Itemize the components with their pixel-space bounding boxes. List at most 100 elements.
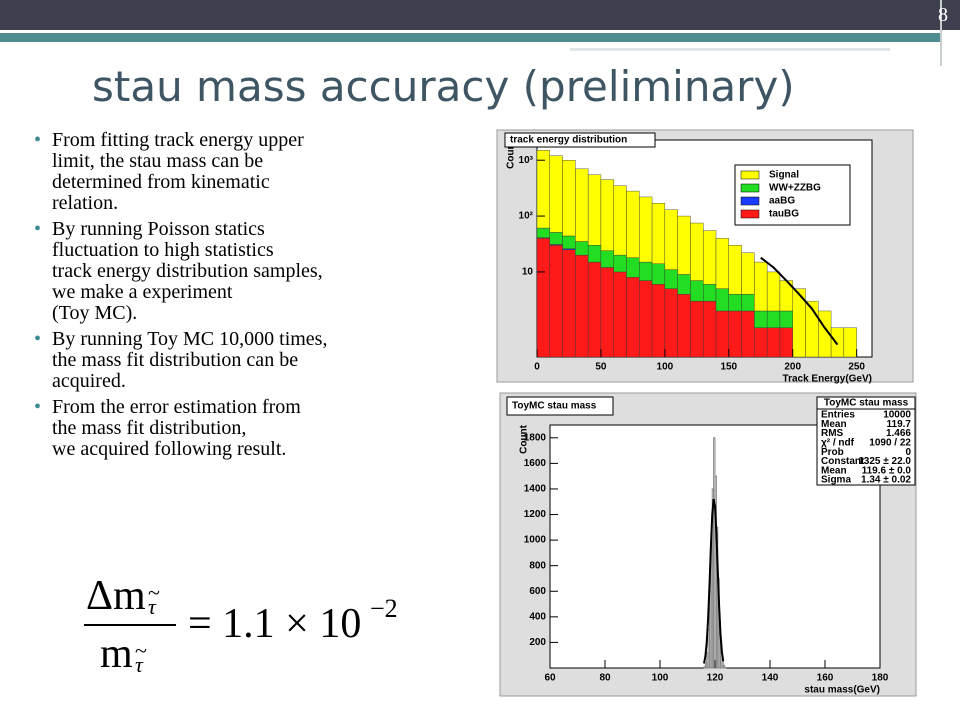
- bullet-line: we make a experiment: [52, 281, 233, 303]
- histogram-bar: [613, 254, 627, 273]
- histogram-bar: [664, 288, 678, 358]
- bullet-line: From fitting track energy upper: [52, 129, 304, 151]
- fit-curve: [760, 256, 839, 346]
- histogram-bar: [549, 245, 563, 358]
- stats-value: 1.34 ± 0.02: [861, 475, 911, 486]
- histogram-bar: [703, 300, 717, 358]
- stats-key: RMS: [821, 428, 844, 439]
- x-tick-label: 0: [534, 362, 540, 373]
- formula-subscript: τ: [148, 594, 156, 619]
- histogram-bar: [600, 179, 614, 251]
- histogram-bar: [562, 235, 576, 249]
- histogram-bar: [536, 238, 550, 358]
- histogram-bar: [639, 261, 653, 281]
- histogram-bar: [715, 238, 729, 289]
- histogram-bar: [843, 327, 857, 358]
- fit-curve: [703, 498, 725, 664]
- formula-numerator: Δm: [86, 573, 146, 619]
- formula-tilde: ~: [135, 638, 147, 663]
- histogram-bar: [715, 288, 729, 312]
- bullet-line: track energy distribution samples,: [52, 260, 323, 282]
- histogram-bar: [600, 250, 614, 268]
- stats-key: Entries: [821, 410, 855, 421]
- histogram-bar: [677, 293, 691, 358]
- x-tick-label: 160: [817, 673, 834, 684]
- histogram-bar: [639, 280, 653, 358]
- header-line: [570, 48, 890, 51]
- bullet-line: acquired.: [52, 370, 126, 392]
- stats-value: 119.6 ± 0.0: [862, 465, 912, 476]
- histogram-bar: [587, 174, 602, 246]
- fraction-bar: [84, 624, 176, 626]
- chart-title-box: [504, 132, 656, 148]
- histogram-bar: [722, 664, 726, 669]
- stats-value: 0: [905, 447, 911, 458]
- bullet-line: the mass fit distribution can be: [52, 349, 299, 371]
- histogram-bar: [549, 232, 563, 245]
- y-tick-label: 10²: [519, 211, 534, 222]
- x-tick-label: 120: [707, 673, 724, 684]
- x-tick-label: 60: [544, 673, 556, 684]
- stats-key: Mean: [821, 419, 847, 430]
- histogram-bar: [766, 310, 781, 328]
- histogram-bar: [536, 227, 550, 238]
- bullet-line: fluctuation to high statistics: [52, 239, 274, 261]
- stats-key: Mean: [821, 465, 847, 476]
- legend-swatch: [740, 209, 760, 219]
- histogram-bar: [754, 261, 768, 312]
- histogram-bar: [754, 310, 768, 328]
- y-axis-label: Count: [519, 424, 530, 454]
- histogram-bar: [626, 277, 640, 358]
- x-axis-label: Track Energy(GeV): [783, 374, 872, 385]
- x-tick-label: 50: [595, 362, 607, 373]
- legend-swatch: [740, 183, 760, 193]
- slide-title: stau mass accuracy (preliminary): [92, 62, 795, 111]
- histogram-bar: [766, 327, 781, 358]
- x-tick-label: 80: [599, 673, 611, 684]
- formula-rhs: = 1.1 × 10: [188, 601, 362, 647]
- bullet-line: From the error estimation from: [52, 396, 301, 418]
- chart-title: ToyMC stau mass: [512, 401, 597, 412]
- chart-title-box: [506, 396, 614, 416]
- bullet-line: (Toy MC).: [52, 302, 138, 324]
- legend-label: WW+ZZBG: [769, 183, 821, 194]
- histogram-bar: [626, 257, 640, 278]
- histogram-bar: [664, 269, 678, 289]
- histogram-bar: [587, 245, 602, 263]
- y-axis-label: Count: [506, 139, 517, 169]
- histogram-bar: [690, 300, 704, 358]
- histogram-bar: [677, 215, 691, 275]
- histogram-bar: [690, 222, 704, 281]
- histogram-bar: [626, 190, 640, 258]
- bullet-line: determined from kinematic: [52, 171, 270, 193]
- chart-title: track energy distribution: [510, 135, 627, 146]
- x-tick-label: 150: [720, 362, 737, 373]
- x-tick-label: 140: [762, 673, 779, 684]
- histogram-bar: [741, 293, 755, 312]
- x-tick-label: 200: [784, 362, 801, 373]
- histogram-bar: [639, 196, 653, 263]
- y-tick-label: 1400: [524, 484, 547, 495]
- histogram-bar: [741, 310, 755, 358]
- histogram-bar: [703, 284, 717, 302]
- histogram-bar: [690, 280, 704, 302]
- y-tick-label: 1600: [524, 458, 547, 469]
- bullet-line: limit, the stau mass can be: [52, 150, 264, 172]
- histogram-bar: [651, 263, 666, 285]
- histogram-bar: [562, 249, 576, 358]
- corner-line: [940, 0, 942, 66]
- y-tick-label: 1000: [524, 535, 547, 546]
- histogram-bar: [724, 666, 727, 669]
- histogram-bar: [575, 168, 589, 242]
- stats-value: 1.466: [886, 428, 911, 439]
- y-tick-label: 400: [529, 611, 546, 622]
- y-tick-label: 10: [522, 267, 534, 278]
- y-tick-label: 1200: [524, 509, 547, 520]
- stats-value: 1325 ± 22.0: [858, 456, 911, 467]
- histogram-bar: [575, 241, 589, 256]
- histogram-bar: [728, 245, 742, 295]
